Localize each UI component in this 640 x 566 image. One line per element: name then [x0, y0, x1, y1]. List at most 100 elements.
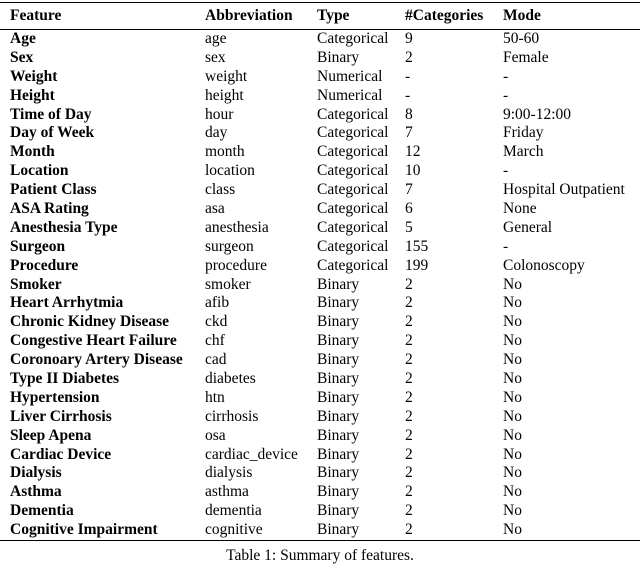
table-row: Cardiac Device cardiac_device Binary 2 No	[0, 446, 640, 465]
cell-type: Binary	[317, 464, 360, 482]
cell-feature: Heart Arrhytmia	[10, 294, 124, 312]
table-row: Congestive Heart Failure chf Binary 2 No	[0, 332, 640, 351]
cell-type: Binary	[317, 48, 360, 66]
cell-categories: 155	[405, 237, 429, 255]
cell-type: Binary	[317, 332, 360, 350]
cell-abbreviation: procedure	[205, 256, 267, 274]
cell-feature: Cardiac Device	[10, 445, 112, 463]
cell-abbreviation: age	[205, 30, 227, 47]
features-table: Feature Abbreviation Type #Categories Mo…	[0, 2, 640, 542]
table-row: Heart Arrhytmia afib Binary 2 No	[0, 294, 640, 313]
column-header-type: Type	[317, 7, 350, 24]
cell-type: Categorical	[317, 162, 389, 180]
cell-abbreviation: location	[205, 162, 255, 180]
table-row: Height height Numerical - -	[0, 87, 640, 106]
cell-categories: 2	[405, 275, 413, 293]
cell-type: Categorical	[317, 105, 389, 123]
table-row: Liver Cirrhosis cirrhosis Binary 2 No	[0, 408, 640, 427]
cell-feature: Patient Class	[10, 181, 97, 199]
cell-mode: Friday	[503, 124, 544, 142]
cell-mode: None	[503, 200, 537, 218]
cell-type: Binary	[317, 426, 360, 444]
cell-feature: Chronic Kidney Disease	[10, 313, 170, 331]
cell-categories: 2	[405, 445, 413, 463]
cell-categories: 2	[405, 502, 413, 520]
cell-categories: 2	[405, 370, 413, 388]
cell-abbreviation: anesthesia	[205, 218, 269, 236]
cell-type: Binary	[317, 313, 360, 331]
cell-mode: March	[503, 143, 544, 161]
cell-mode: 9:00-12:00	[503, 105, 572, 123]
table-header-row: Feature Abbreviation Type #Categories Mo…	[0, 3, 640, 29]
cell-mode: No	[503, 294, 522, 312]
cell-feature: Procedure	[10, 256, 79, 274]
cell-type: Binary	[317, 445, 360, 463]
cell-abbreviation: cirrhosis	[205, 407, 259, 425]
cell-categories: 2	[405, 464, 413, 482]
cell-abbreviation: chf	[205, 332, 225, 350]
cell-feature: Congestive Heart Failure	[10, 332, 177, 350]
cell-mode: -	[503, 237, 509, 255]
cell-type: Binary	[317, 407, 360, 425]
cell-categories: 6	[405, 200, 413, 218]
cell-categories: 2	[405, 48, 413, 66]
cell-mode: -	[503, 86, 509, 104]
table-row: Anesthesia Type anesthesia Categorical 5 Gen…	[0, 219, 640, 238]
cell-categories: 2	[405, 521, 413, 539]
table-row: Sleep Apena osa Binary 2 No	[0, 427, 640, 446]
cell-type: Categorical	[317, 30, 389, 47]
table-row: Day of Week day Categorical 7 Friday	[0, 124, 640, 143]
table-row: ASA Rating asa Categorical 6 None	[0, 200, 640, 219]
cell-mode: Female	[503, 48, 549, 66]
cell-mode: No	[503, 351, 522, 369]
cell-abbreviation: cognitive	[205, 521, 263, 539]
cell-categories: 2	[405, 332, 413, 350]
table-row: Surgeon surgeon Categorical 155 -	[0, 238, 640, 257]
cell-abbreviation: class	[205, 181, 236, 199]
cell-type: Categorical	[317, 256, 389, 274]
cell-feature: Month	[10, 143, 55, 161]
cell-type: Categorical	[317, 237, 389, 255]
cell-abbreviation: cardiac_device	[205, 445, 298, 463]
cell-type: Categorical	[317, 200, 389, 218]
cell-categories: 5	[405, 218, 413, 236]
cell-mode: No	[503, 502, 522, 520]
cell-type: Categorical	[317, 181, 389, 199]
cell-feature: Anesthesia Type	[10, 218, 118, 236]
cell-feature: Weight	[10, 67, 58, 85]
cell-categories: 2	[405, 388, 413, 406]
table-row: Month month Categorical 12 March	[0, 143, 640, 162]
cell-type: Binary	[317, 294, 360, 312]
cell-mode: 50-60	[503, 30, 540, 47]
cell-categories: 12	[405, 143, 421, 161]
table-top-rule	[0, 2, 640, 3]
cell-mode: No	[503, 313, 522, 331]
cell-feature: Surgeon	[10, 237, 66, 255]
cell-feature: Type II Diabetes	[10, 370, 120, 388]
cell-abbreviation: asthma	[205, 483, 249, 501]
table-caption: Table 1: Summary of features.	[226, 547, 414, 565]
cell-abbreviation: month	[205, 143, 245, 161]
table-row: Location location Categorical 10 -	[0, 162, 640, 181]
table-row: Type II Diabetes diabetes Binary 2 No	[0, 370, 640, 389]
column-header-feature: Feature	[10, 7, 62, 24]
cell-feature: Sleep Apena	[10, 426, 92, 444]
table-row: Patient Class class Categorical 7 Hospital O…	[0, 181, 640, 200]
cell-type: Binary	[317, 502, 360, 520]
table-row: Dialysis dialysis Binary 2 No	[0, 464, 640, 483]
table-row: Cognitive Impairment cognitive Binary 2 No	[0, 521, 640, 540]
cell-abbreviation: height	[205, 86, 244, 104]
cell-feature: Smoker	[10, 275, 62, 293]
cell-abbreviation: day	[205, 124, 228, 142]
table-row: Smoker smoker Binary 2 No	[0, 276, 640, 295]
table-row: Asthma asthma Binary 2 No	[0, 483, 640, 502]
cell-feature: Dementia	[10, 502, 74, 520]
cell-abbreviation: afib	[205, 294, 230, 312]
cell-abbreviation: dialysis	[205, 464, 253, 482]
cell-type: Numerical	[317, 67, 383, 85]
table-bottom-rule	[0, 540, 640, 542]
cell-mode: -	[503, 162, 509, 180]
cell-type: Numerical	[317, 86, 383, 104]
cell-abbreviation: weight	[205, 67, 248, 85]
